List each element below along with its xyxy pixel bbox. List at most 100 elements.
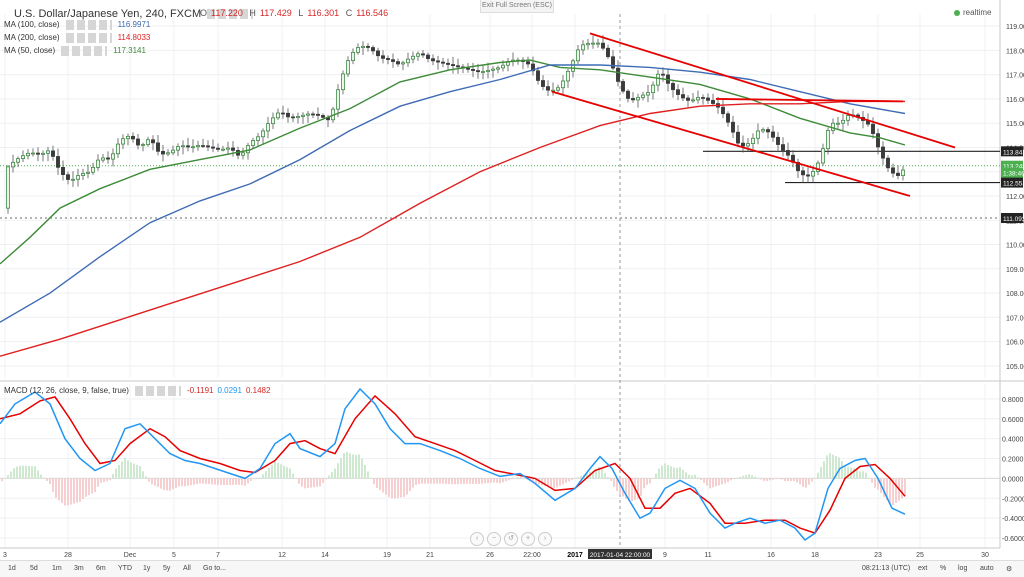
- option-percent[interactable]: %: [940, 565, 947, 572]
- candle-body: [11, 161, 15, 168]
- option-ext[interactable]: ext: [918, 565, 928, 572]
- moving-average-lines: [0, 59, 906, 357]
- candle-body: [301, 114, 305, 117]
- candle-body: [81, 173, 85, 176]
- candle-body: [406, 58, 410, 64]
- candle-body: [241, 152, 245, 156]
- range-6m[interactable]: 6m: [96, 565, 106, 572]
- candle-body: [296, 116, 300, 118]
- macd-legend[interactable]: MACD (12, 26, close, 9, false, true) -0.1…: [4, 386, 270, 396]
- range-5d[interactable]: 5d: [30, 565, 38, 572]
- crosshair-time-bg: [588, 549, 652, 559]
- candle-body: [526, 61, 530, 65]
- range-ytd[interactable]: YTD: [118, 565, 132, 572]
- ma200-value: 114.8033: [117, 33, 151, 43]
- time-tick-label: 22:00: [523, 552, 541, 559]
- candle-body: [841, 119, 845, 124]
- candle-body: [281, 112, 285, 115]
- candle-body: [601, 42, 605, 49]
- candle-body: [271, 117, 275, 125]
- price-tag-bg: [1001, 213, 1023, 224]
- candle-body: [341, 73, 345, 91]
- indicator-ma200[interactable]: MA (200, close) 114.8033: [4, 33, 150, 43]
- range-3m[interactable]: 3m: [74, 565, 84, 572]
- candle-body: [881, 146, 885, 159]
- time-tick-label: 28: [64, 552, 72, 559]
- time-tick-label: 14: [321, 552, 329, 559]
- indicator-ma50[interactable]: MA (50, close) 117.3141: [4, 46, 146, 56]
- time-tick-label: 21: [426, 552, 434, 559]
- candle-body: [411, 55, 415, 60]
- candle-body: [316, 113, 320, 116]
- realtime-dot-icon: [954, 9, 960, 16]
- candle-body: [451, 64, 455, 67]
- indicator-ma100[interactable]: MA (100, close) 116.9971: [4, 20, 150, 30]
- goto-button[interactable]: Go to...: [203, 565, 226, 572]
- reset-icon[interactable]: ↺: [504, 532, 518, 546]
- candle-body: [191, 146, 195, 149]
- candle-body: [201, 145, 205, 147]
- macd-tools-icon[interactable]: [134, 386, 181, 396]
- ma200-tools-icon[interactable]: [65, 33, 112, 43]
- zoom-out-icon[interactable]: −: [487, 532, 501, 546]
- candle-body: [731, 121, 735, 133]
- candle-body: [556, 87, 560, 91]
- price-tick-label: 117.000: [1006, 73, 1024, 80]
- candle-body: [416, 53, 420, 57]
- candle-body: [121, 138, 125, 145]
- legend-tools-icon[interactable]: [207, 9, 254, 20]
- macd-line: [0, 387, 906, 542]
- low-label: L: [298, 8, 304, 18]
- price-tick-label: 118.000: [1006, 48, 1024, 55]
- time-tick-label: 9: [663, 552, 667, 559]
- exit-fullscreen-button[interactable]: Exit Full Screen (ESC): [480, 0, 554, 13]
- zoom-in-icon[interactable]: +: [521, 532, 535, 546]
- range-5y[interactable]: 5y: [163, 565, 171, 572]
- candle-body: [686, 97, 690, 101]
- macd-pane: [0, 387, 1000, 542]
- candle-body: [821, 148, 825, 164]
- candle-body: [386, 58, 390, 60]
- candle-body: [541, 80, 545, 87]
- price-tag-bg: [1001, 167, 1023, 178]
- range-all[interactable]: All: [183, 565, 191, 572]
- time-tick-label: 23: [874, 552, 882, 559]
- price-tag-bg: [1001, 160, 1023, 171]
- candle-body: [561, 80, 565, 89]
- price-tick-label: 112.000: [1006, 194, 1024, 201]
- candle-body: [196, 145, 200, 148]
- candle-body: [111, 153, 115, 160]
- macd-tick-label: -0.4000: [1002, 516, 1024, 523]
- ma50-tools-icon[interactable]: [61, 46, 108, 56]
- option-auto[interactable]: auto: [980, 565, 994, 572]
- candle-body: [651, 84, 655, 93]
- ma100-value: 116.9971: [117, 20, 151, 30]
- range-1m[interactable]: 1m: [52, 565, 62, 572]
- range-1y[interactable]: 1y: [143, 565, 151, 572]
- macd-signal-line: [0, 394, 906, 534]
- settings-gear-icon[interactable]: ⚙: [1006, 566, 1013, 573]
- candle-body: [436, 60, 440, 63]
- candle-body: [356, 47, 360, 53]
- ma100-tools-icon[interactable]: [65, 20, 112, 30]
- candle-body: [51, 150, 55, 157]
- candle-body: [261, 130, 265, 138]
- candle-body: [366, 45, 370, 48]
- candle-body: [286, 112, 290, 118]
- candle-body: [76, 175, 80, 180]
- candle-body: [291, 116, 295, 119]
- candle-body: [446, 62, 450, 65]
- candle-body: [256, 136, 260, 141]
- option-log[interactable]: log: [958, 565, 968, 572]
- candle-body: [351, 51, 355, 61]
- scroll-left-icon[interactable]: ‹: [470, 532, 484, 546]
- candle-body: [796, 161, 800, 172]
- scroll-right-icon[interactable]: ›: [538, 532, 552, 546]
- range-1d[interactable]: 1d: [8, 565, 16, 572]
- candle-body: [136, 138, 140, 146]
- candle-body: [736, 131, 740, 144]
- candle-body: [486, 69, 490, 72]
- open-value: 117.220: [211, 8, 243, 18]
- candle-body: [656, 73, 660, 86]
